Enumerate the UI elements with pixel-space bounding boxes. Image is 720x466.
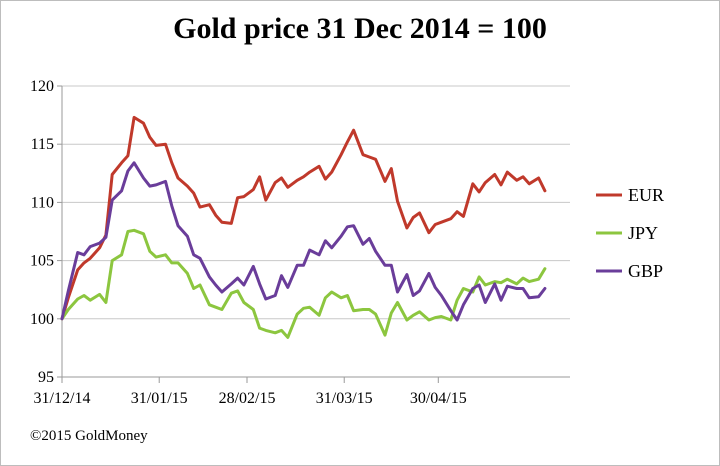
y-tick-label: 115 [31, 136, 54, 153]
legend-label-jpy: JPY [628, 223, 658, 243]
legend-label-eur: EUR [628, 185, 664, 205]
series-line-eur [60, 115, 547, 321]
y-tick-label: 105 [30, 253, 54, 270]
series-line-jpy [60, 228, 547, 339]
legend: EUR JPY GBP [596, 185, 664, 281]
chart-title: Gold price 31 Dec 2014 = 100 [173, 12, 547, 45]
x-tick-label: 30/04/15 [410, 390, 467, 407]
y-tick-label: 95 [38, 369, 54, 386]
y-tick-label: 110 [31, 194, 54, 211]
series-line-gbp [60, 161, 547, 322]
x-tick-label: 31/12/14 [34, 390, 91, 407]
series-lines [60, 115, 547, 339]
gridlines [62, 85, 570, 320]
axes: 95 100 105 110 115 120 31/12/14 31/01/15 28/02/1… [30, 78, 570, 407]
y-tick-label: 100 [30, 311, 54, 328]
x-tick-label: 28/02/15 [219, 390, 276, 407]
legend-label-gbp: GBP [628, 261, 663, 281]
y-tick-label: 120 [30, 78, 54, 95]
x-tick-label: 31/03/15 [316, 390, 373, 407]
copyright-credit: ©2015 GoldMoney [30, 428, 148, 444]
x-tick-label: 31/01/15 [131, 390, 188, 407]
